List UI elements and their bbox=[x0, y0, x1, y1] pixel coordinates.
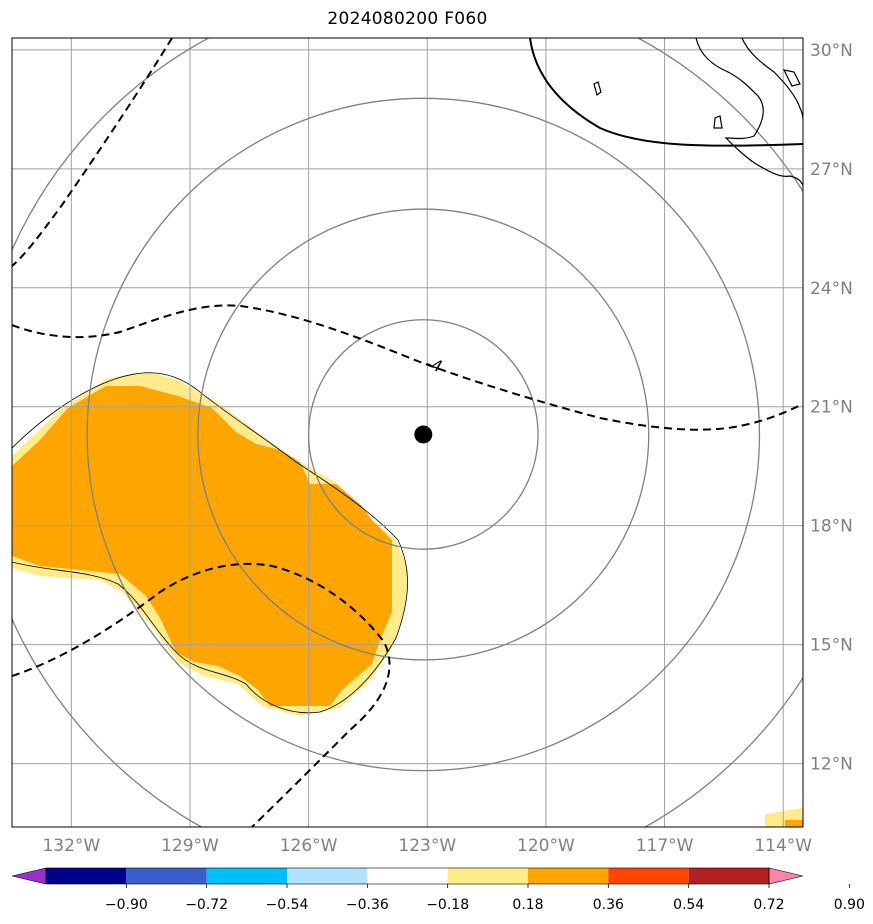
map-area: -4 bbox=[12, 38, 803, 827]
anomaly-shade-orange bbox=[12, 386, 392, 706]
contour-label: -4 bbox=[424, 353, 445, 376]
anomaly-outline bbox=[12, 372, 408, 714]
storm-center-marker bbox=[414, 425, 433, 444]
lat-label-2: 24°N bbox=[810, 279, 853, 299]
island-1 bbox=[593, 81, 602, 97]
colorbar-box-1 bbox=[126, 868, 207, 884]
colorbar-tick-label-8: 0.72 bbox=[753, 897, 784, 913]
colorbar-box-7 bbox=[608, 868, 689, 884]
colorbar-tick-label-5: 0.18 bbox=[512, 897, 543, 913]
lat-label-3: 21°N bbox=[810, 398, 853, 418]
colorbar-tick-label-7: 0.54 bbox=[673, 897, 704, 913]
lat-label-4: 18°N bbox=[810, 517, 853, 537]
lon-label-0: 132°W bbox=[42, 836, 100, 856]
range-ring-1 bbox=[307, 319, 539, 550]
lon-label-1: 129°W bbox=[161, 836, 219, 856]
colorbar-frame bbox=[45, 867, 770, 885]
dashed-contours bbox=[12, 38, 803, 827]
coastline bbox=[529, 38, 803, 187]
latitude-labels: 30°N 27°N 24°N 21°N 18°N 15°N 12°N bbox=[810, 41, 853, 775]
lat-label-0: 30°N bbox=[810, 41, 853, 61]
coastline-baja bbox=[529, 38, 803, 147]
colorbar: −0.90 −0.72 −0.54 −0.36 −0.18 0.18 0.36 0.54 0.7… bbox=[11, 867, 865, 913]
colorbar-tick-label-3: −0.36 bbox=[346, 897, 389, 913]
anomaly-shade-patch-br-orange bbox=[785, 820, 803, 827]
colorbar-tick-label-6: 0.36 bbox=[593, 897, 624, 913]
lat-label-6: 12°N bbox=[810, 755, 853, 775]
lon-label-5: 117°W bbox=[636, 836, 694, 856]
lon-label-2: 126°W bbox=[280, 836, 338, 856]
range-rings bbox=[12, 38, 803, 827]
coastline-mainland bbox=[695, 38, 803, 187]
colorbar-tick-label-0: −0.90 bbox=[105, 897, 148, 913]
colorbar-extend-low bbox=[11, 867, 47, 885]
gridlines bbox=[12, 38, 803, 827]
island-3 bbox=[782, 69, 801, 87]
contour-line-top-left bbox=[12, 38, 173, 267]
colorbar-box-4 bbox=[367, 868, 448, 884]
colorbar-extend-high bbox=[768, 867, 804, 885]
colorbar-tick-label-9: 0.90 bbox=[834, 897, 865, 913]
colorbar-box-3 bbox=[287, 868, 368, 884]
lon-label-6: 114°W bbox=[754, 836, 812, 856]
colorbar-box-6 bbox=[528, 868, 609, 884]
longitude-labels: 132°W 129°W 126°W 123°W 120°W 117°W 114°W bbox=[42, 836, 812, 856]
colorbar-box-0 bbox=[46, 868, 127, 884]
lat-label-1: 27°N bbox=[810, 160, 853, 180]
colorbar-box-2 bbox=[206, 868, 287, 884]
lat-label-5: 15°N bbox=[810, 636, 853, 656]
lon-label-4: 120°W bbox=[517, 836, 575, 856]
colorbar-box-8 bbox=[688, 868, 769, 884]
colorbar-tick-label-4: −0.18 bbox=[426, 897, 469, 913]
map-frame bbox=[11, 37, 804, 828]
colorbar-tick-label-1: −0.72 bbox=[185, 897, 228, 913]
colorbar-box-5 bbox=[447, 868, 528, 884]
lon-label-3: 123°W bbox=[398, 836, 456, 856]
island-2 bbox=[713, 115, 723, 129]
contour-line-middle bbox=[12, 304, 803, 431]
colorbar-tick-label-2: −0.54 bbox=[266, 897, 309, 913]
map-title: 2024080200 F060 bbox=[327, 9, 488, 29]
range-ring-3 bbox=[86, 97, 761, 772]
range-ring-2 bbox=[197, 208, 650, 661]
